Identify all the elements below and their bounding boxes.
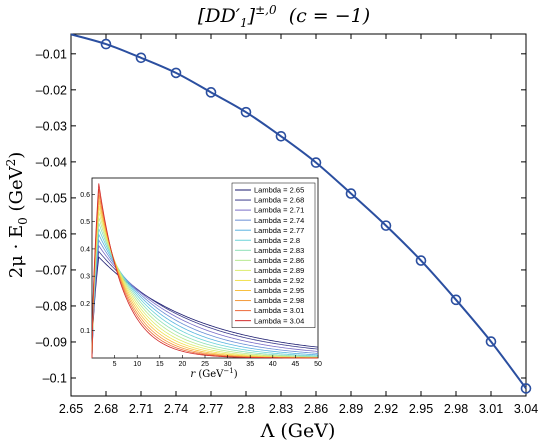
x-tick-label: 2.68 [94, 402, 118, 416]
main-plot-frame [70, 33, 527, 397]
x-tick-label: 3.04 [514, 402, 538, 416]
inset-legend-label: Lambda = 2.89 [254, 266, 304, 275]
inset-curve [91, 232, 319, 359]
data-point-marker [170, 67, 182, 79]
inset-legend-label: Lambda = 2.95 [254, 286, 304, 295]
x-tick-label: 2.86 [304, 402, 328, 416]
inset-legend-label: Lambda = 2.68 [254, 196, 304, 205]
x-tick-label: 2.77 [199, 402, 223, 416]
main-series-markers [100, 38, 532, 394]
y-tick-label: –0.07 [36, 263, 67, 277]
data-point-marker [275, 130, 287, 142]
x-tick-label: 3.01 [479, 402, 503, 416]
inset-legend-label: Lambda = 2.83 [254, 246, 304, 255]
data-point-marker [380, 220, 392, 231]
inset-legend-label: Lambda = 2.8 [254, 236, 300, 245]
data-point-marker [450, 294, 462, 306]
x-tick-label: 2.65 [59, 402, 83, 416]
x-tick-label: 2.89 [339, 402, 363, 416]
data-point-marker [485, 336, 497, 347]
inset-x-tick-label: 45 [292, 361, 300, 368]
inset-y-tick-label: 0.6 [80, 192, 90, 199]
inset-curve [91, 211, 319, 359]
data-point-marker [100, 38, 112, 50]
main-axis-ticks: 2.65 2.68 2.71 2.74 2.77 2.8 2.83 2.86 2.89 2.92 2… [36, 34, 538, 416]
data-point-marker [520, 383, 532, 394]
x-tick-label: 2.92 [374, 402, 398, 416]
inset-legend-label: Lambda = 2.86 [254, 256, 304, 265]
inset-y-tick-label: 0.5 [80, 219, 90, 226]
inset-axis-ticks: 5 10 15 20 25 30 35 40 45 50 0.1 0.2 0.3 0.4 0.5 0.6 [80, 192, 322, 368]
inset-x-tick-label: 5 [113, 361, 117, 368]
y-tick-label: –0.01 [36, 47, 67, 61]
inset-x-tick-label: 20 [179, 361, 187, 368]
inset-curve [91, 228, 319, 359]
x-tick-label: 2.74 [164, 402, 188, 416]
y-tick-label: –0.08 [36, 299, 67, 313]
inset-legend-label: Lambda = 2.98 [254, 296, 304, 305]
inset-legend-label: Lambda = 3.04 [254, 316, 304, 325]
inset-curve [91, 217, 319, 359]
inset-curves [91, 183, 319, 359]
inset-x-tick-label: 35 [246, 361, 254, 368]
y-tick-label: –0.03 [36, 119, 67, 133]
inset-legend-box [231, 182, 316, 328]
y-tick-label: –0.06 [36, 227, 67, 241]
inset-x-tick-label: 25 [201, 361, 209, 368]
x-tick-label: 2.8 [237, 402, 254, 416]
inset-x-tick-label: 10 [133, 361, 141, 368]
x-tick-label: 2.98 [444, 402, 468, 416]
data-point-marker [345, 188, 357, 199]
inset-y-tick-label: 0.3 [80, 274, 90, 281]
inset-legend-label: Lambda = 2.65 [254, 186, 304, 195]
inset-curve [91, 222, 319, 359]
inset-curve [91, 238, 319, 359]
inset-x-tick-label: 30 [224, 361, 232, 368]
y-tick-label: –0.1 [43, 371, 67, 385]
x-axis-label: Λ (GeV) [260, 420, 336, 442]
data-point-marker [310, 157, 322, 168]
chart-title: [DD′1]±,0 (c = −1) [198, 3, 370, 30]
x-tick-label: 2.71 [129, 402, 153, 416]
inset-y-tick-label: 0.4 [80, 246, 90, 253]
y-tick-label: –0.04 [36, 155, 67, 169]
y-tick-label: –0.05 [36, 191, 67, 205]
y-tick-label: –0.02 [36, 83, 67, 97]
inset-legend-label: Lambda = 2.71 [254, 206, 304, 215]
inset-y-tick-label: 0.2 [80, 301, 90, 308]
data-point-marker [240, 106, 252, 118]
data-point-marker [205, 87, 217, 98]
y-tick-label: –0.09 [36, 335, 67, 349]
inset-x-axis-label: r (GeV−1) [190, 367, 237, 380]
data-point-marker [135, 52, 147, 64]
inset-legend-label: Lambda = 2.74 [254, 216, 304, 225]
data-point-marker [415, 255, 427, 266]
inset-x-tick-label: 15 [156, 361, 164, 368]
inset-legend-label: Lambda = 3.01 [254, 306, 304, 315]
x-tick-label: 2.83 [269, 402, 293, 416]
x-tick-label: 2.95 [409, 402, 433, 416]
inset-legend-label: Lambda = 2.92 [254, 276, 304, 285]
inset-x-tick-label: 50 [314, 361, 322, 368]
inset-x-tick-label: 40 [269, 361, 277, 368]
y-axis-label: 2μ · E0 (GeV2) [4, 152, 30, 279]
inset-legend-label: Lambda = 2.77 [254, 226, 304, 235]
inset-chart: 5 10 15 20 25 30 35 40 45 50 0.1 0.2 0.3 0.4 0.5 0.6 r … [80, 173, 323, 381]
inset-y-tick-label: 0.1 [80, 328, 90, 335]
